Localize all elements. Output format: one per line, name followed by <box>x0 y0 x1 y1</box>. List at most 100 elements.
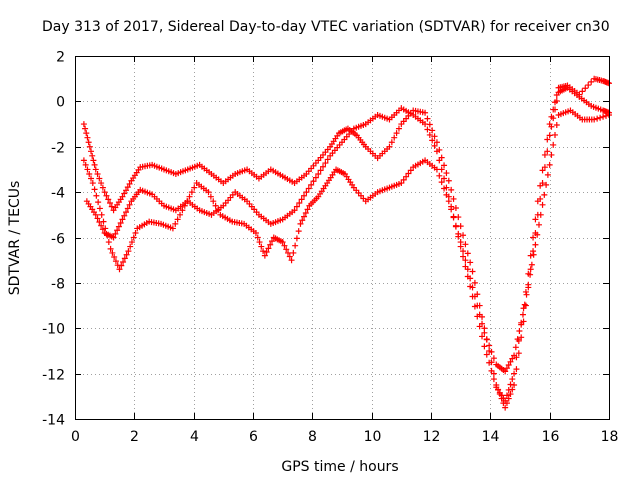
data-point <box>86 170 93 177</box>
data-point <box>530 251 537 258</box>
data-point <box>292 242 299 249</box>
data-point <box>91 161 98 168</box>
data-point <box>99 184 106 191</box>
data-point <box>388 139 395 146</box>
data-point <box>398 180 405 187</box>
data-point <box>96 175 103 182</box>
data-point <box>94 170 101 177</box>
data-point <box>503 392 510 399</box>
data-point <box>302 209 309 216</box>
data-point <box>445 193 452 200</box>
data-point <box>520 305 527 312</box>
data-point <box>490 355 497 362</box>
data-point <box>293 235 300 242</box>
data-point <box>174 216 181 223</box>
data-point <box>525 270 532 277</box>
data-point <box>105 196 112 203</box>
data-point <box>101 189 108 196</box>
data-point <box>188 189 195 196</box>
data-point <box>464 273 471 280</box>
data-point <box>502 397 509 404</box>
data-point <box>111 254 118 261</box>
data-point <box>258 243 265 250</box>
data-point <box>317 167 324 174</box>
data-point <box>117 219 124 226</box>
data-point <box>80 157 87 164</box>
y-tick-label: 0 <box>56 95 65 111</box>
data-point <box>310 178 317 185</box>
data-point <box>511 370 518 377</box>
data-point <box>455 233 462 240</box>
data-point <box>285 249 292 256</box>
data-point <box>600 113 607 120</box>
data-point <box>115 223 122 230</box>
data-point <box>172 220 179 227</box>
y-tick-label: -14 <box>42 413 65 429</box>
data-point <box>121 255 128 262</box>
data-point <box>546 121 553 128</box>
data-point <box>114 227 121 234</box>
data-point <box>537 211 544 218</box>
data-point <box>527 266 534 273</box>
data-point <box>507 358 514 365</box>
data-point <box>469 268 476 275</box>
data-point <box>483 351 490 358</box>
data-point <box>177 211 184 218</box>
data-point <box>82 125 89 132</box>
data-point <box>424 115 431 122</box>
data-point <box>509 355 516 362</box>
data-point <box>502 404 509 411</box>
data-point <box>191 184 198 191</box>
data-point <box>503 365 510 372</box>
data-point <box>391 134 398 141</box>
data-point <box>85 139 92 146</box>
data-point <box>546 132 553 139</box>
data-point <box>320 163 327 170</box>
data-point <box>483 336 490 343</box>
data-point <box>169 225 176 232</box>
data-point <box>125 248 132 255</box>
data-point <box>512 344 519 351</box>
data-point <box>576 91 583 98</box>
data-point <box>460 253 467 260</box>
data-point <box>518 321 525 328</box>
y-tick-label: 2 <box>56 50 65 66</box>
x-tick-label: 8 <box>308 429 317 445</box>
data-point <box>462 263 469 270</box>
data-point <box>471 279 478 286</box>
data-point <box>550 141 557 148</box>
y-tick-label: -4 <box>51 186 65 202</box>
y-tick-label: -10 <box>42 322 65 338</box>
data-point <box>86 143 93 150</box>
data-point <box>462 241 469 248</box>
data-point <box>474 313 481 320</box>
x-tick-label: 18 <box>601 429 619 445</box>
data-point <box>486 359 493 366</box>
data-point <box>541 191 548 198</box>
data-point <box>126 180 133 187</box>
data-point <box>298 196 305 203</box>
data-point <box>518 334 525 341</box>
data-point <box>591 116 598 123</box>
data-point <box>80 121 87 128</box>
data-point <box>441 175 448 182</box>
data-point <box>452 223 459 230</box>
data-point <box>265 245 272 252</box>
data-point <box>98 180 105 187</box>
data-point <box>121 190 128 197</box>
data-point <box>96 205 103 212</box>
data-point <box>467 283 474 290</box>
data-point <box>539 167 546 174</box>
data-point <box>550 106 557 113</box>
data-point <box>450 213 457 220</box>
data-point <box>94 215 101 222</box>
data-point <box>268 238 275 245</box>
data-point <box>92 211 99 218</box>
data-point <box>433 148 440 155</box>
data-point <box>281 242 288 249</box>
data-point <box>448 203 455 210</box>
data-point <box>548 151 555 158</box>
data-point <box>82 161 89 168</box>
data-point <box>552 99 559 106</box>
